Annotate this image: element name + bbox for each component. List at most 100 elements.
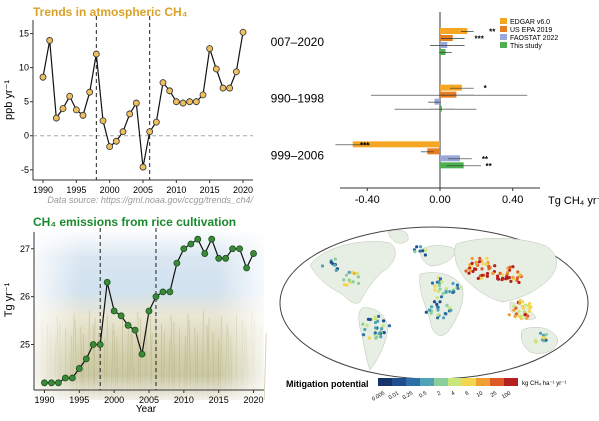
data-point [173,259,181,267]
hotspot-dot [429,311,433,315]
hotspot-dot [455,283,459,287]
y-tick-label: 26 [20,292,30,302]
hotspot-dot [480,273,484,277]
data-point [131,326,139,334]
legend-swatch [500,34,507,40]
hotspot-dot [347,270,351,274]
panel-rice-emissions: CH₄ emissions from rice cultivation Tg y… [0,210,270,416]
hotspot-dot [351,280,355,284]
rice-emissions-chart: CH₄ emissions from rice cultivation Tg y… [3,215,267,415]
hotspot-dot [368,317,372,322]
hotspot-dot [430,305,434,309]
hotspot-dot [493,264,497,268]
hotspot-dot [449,308,453,312]
y-axis-label: ppb yr⁻¹ [3,80,15,120]
trend-comparison-chart: Tg CH₄ yr⁻² -0.40 0.00 0.40 2007–2020 1990–1… [264,12,599,207]
hotspot-dot [451,290,455,295]
x-axis-label: Year [136,404,157,415]
hotspot-dot [375,335,379,339]
bar [440,42,448,48]
hotspot-dot [365,323,369,328]
legend-label: This study [510,43,542,50]
bar [440,91,457,98]
hotspot-dot [374,326,378,330]
hotspot-dot [377,314,381,318]
hotspot-dot [333,263,337,267]
hotspot-dot [382,319,386,323]
hotspot-dot [541,336,545,340]
bar [427,148,440,155]
hotspot-dot [512,304,516,308]
hotspot-dot [451,281,455,286]
hotspot-dot [471,269,475,273]
hotspot-dot [436,308,440,312]
data-point [79,111,87,119]
x-tick-label: 2000 [100,185,120,195]
data-point [201,250,209,257]
legend-color-bin [462,378,476,386]
panel-atmospheric-trend: Trends in atmospheric CH₄ ppb yr⁻¹ Data … [0,0,270,210]
panel-trend-comparison: Tg CH₄ yr⁻² -0.40 0.00 0.40 2007–2020 1990–1… [264,0,599,210]
data-point [112,137,120,145]
data-point [159,79,167,87]
hotspot-dot [521,300,525,304]
hotspot-dot [448,290,452,294]
legend-color-bin [406,378,420,386]
bar [440,35,453,41]
x-tick-label: 2010 [166,185,186,195]
data-point [82,355,90,363]
bar [440,28,468,34]
hotspot-dot [421,249,425,253]
hotspot-dot [440,280,444,284]
x-tick-label: 2005 [139,395,159,405]
hotspot-dot [467,271,471,275]
hotspot-dot [524,303,528,307]
x-axis-label: Tg CH₄ yr⁻² [548,195,599,207]
legend-tick-label: 4 [450,391,456,398]
hotspot-dot [436,313,440,317]
data-point [179,99,187,107]
legend-label: US EPA 2019 [510,27,552,34]
legend-color-bin [392,378,406,386]
data-point [110,307,118,315]
hotspot-dot [517,280,521,285]
data-point [229,245,237,253]
legend-tick-label: 2 [436,391,442,398]
hotspot-dot [342,282,346,287]
hotspot-dot [544,332,548,337]
hotspot-dot [367,336,371,340]
legend-tick-label: 10 [476,391,484,399]
hotspot-dot [469,264,473,268]
hotspot-dot [504,277,508,281]
y-tick-label: 5 [24,97,29,107]
hotspot-dot [418,249,422,253]
legend-color-bin [378,378,392,386]
x-tick-label: 1990 [34,395,54,405]
data-point [39,73,47,81]
data-point [159,288,167,296]
hotspot-dot [538,331,543,335]
data-point [236,245,244,253]
legend-swatch [500,18,507,24]
rice-field-photo [34,232,267,401]
significance-label: *** [475,35,485,44]
data-point [172,98,180,106]
hotspot-dot [498,271,502,275]
europe [419,245,457,267]
hotspot-dot [485,274,489,278]
hotspot-dot [511,265,515,269]
hotspot-dot [362,333,366,337]
data-point [52,114,60,122]
hotspot-dot [481,262,485,266]
hotspot-dot [475,262,479,266]
data-point [206,45,214,52]
data-point [86,88,94,96]
x-tick-label: 1990 [33,185,53,195]
bar [440,155,460,162]
data-point [145,307,153,315]
data-point [239,28,247,36]
hotspot-dot [436,316,440,320]
hotspot-dot [436,305,440,309]
hotspot-dot [485,256,489,260]
hotspot-dot [514,312,519,316]
